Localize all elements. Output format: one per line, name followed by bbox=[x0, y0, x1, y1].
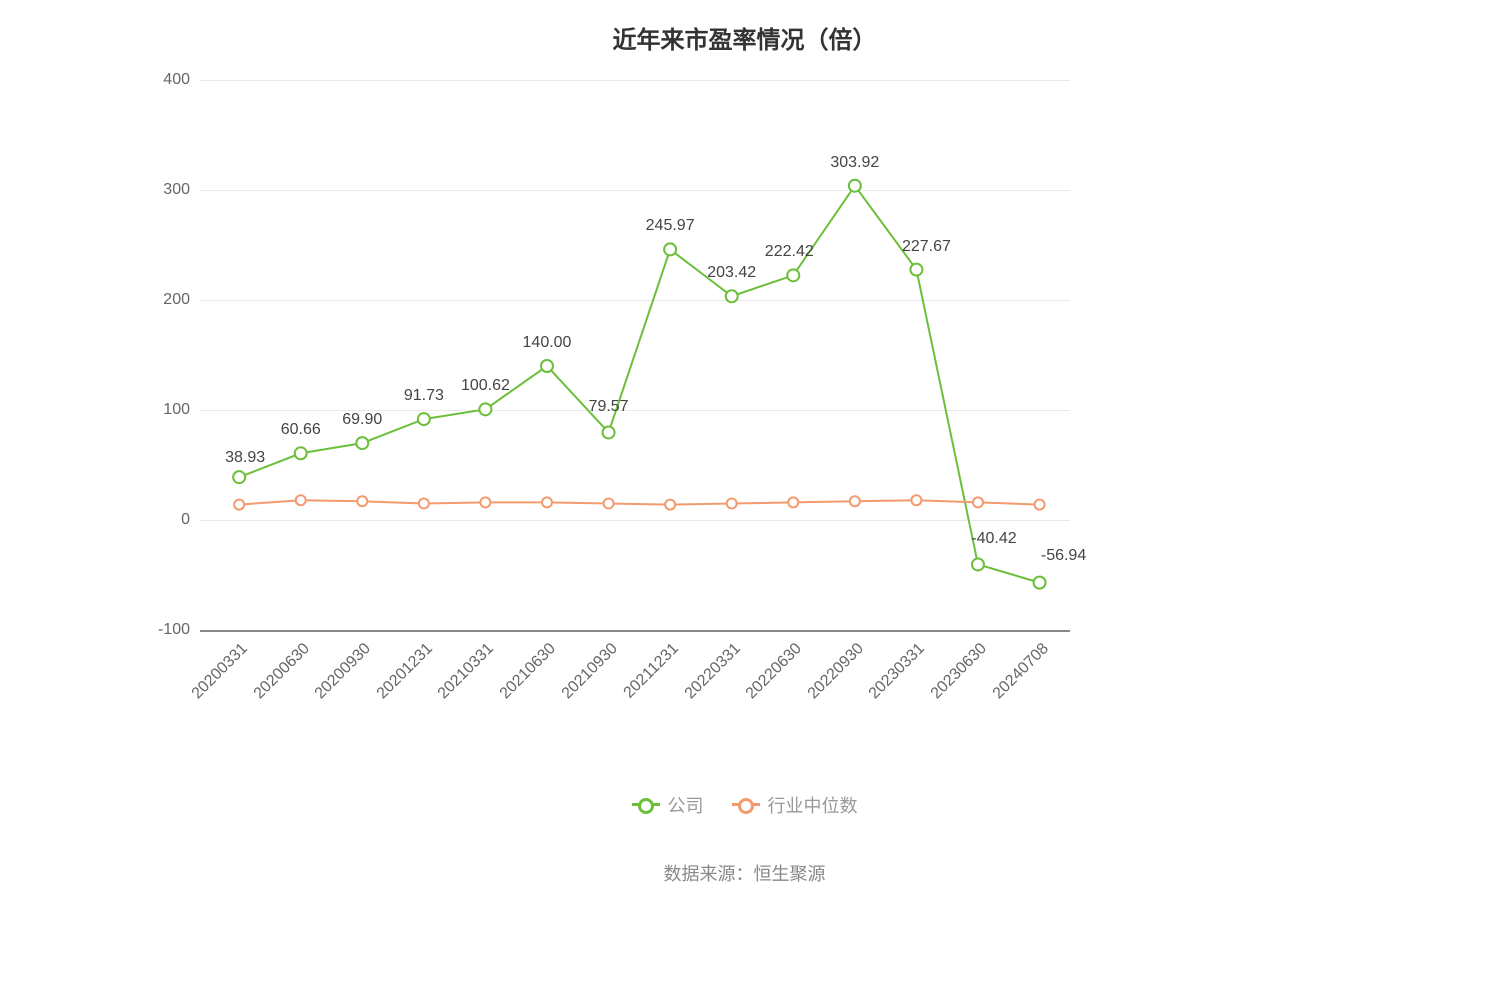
data-label: 227.67 bbox=[902, 238, 951, 256]
series-marker bbox=[787, 269, 799, 281]
series-marker bbox=[973, 497, 983, 507]
x-tick-label: 20200331 bbox=[189, 640, 252, 703]
series-marker bbox=[542, 497, 552, 507]
series-marker bbox=[850, 496, 860, 506]
series-marker bbox=[295, 447, 307, 459]
legend-swatch-icon bbox=[632, 803, 660, 806]
data-label: -56.94 bbox=[1041, 547, 1086, 565]
y-tick-label: -100 bbox=[140, 621, 190, 639]
series-marker bbox=[664, 243, 676, 255]
series-marker bbox=[480, 497, 490, 507]
data-label: 140.00 bbox=[523, 334, 572, 352]
chart-title: 近年来市盈率情况（倍） bbox=[0, 0, 1489, 55]
y-tick-label: 300 bbox=[140, 181, 190, 199]
data-label: 38.93 bbox=[225, 449, 265, 467]
series-marker bbox=[1035, 500, 1045, 510]
legend-label: 公司 bbox=[668, 792, 704, 818]
series-marker bbox=[296, 495, 306, 505]
data-label: 203.42 bbox=[707, 264, 756, 282]
series-marker bbox=[849, 180, 861, 192]
series-marker bbox=[234, 500, 244, 510]
series-marker bbox=[603, 426, 615, 438]
series-marker bbox=[541, 360, 553, 372]
pe-ratio-chart: 近年来市盈率情况（倍） -1000100200300400 2020033120… bbox=[0, 0, 1489, 1006]
legend: 公司 行业中位数 bbox=[0, 790, 1489, 818]
lines-layer bbox=[200, 80, 1070, 630]
x-tick-label: 20220630 bbox=[743, 640, 806, 703]
series-marker bbox=[727, 499, 737, 509]
plot-area: -1000100200300400 2020033120200630202009… bbox=[200, 80, 1070, 630]
x-tick-label: 20201231 bbox=[374, 640, 437, 703]
data-label: 303.92 bbox=[830, 154, 879, 172]
legend-item[interactable]: 公司 bbox=[632, 792, 704, 818]
y-tick-label: 100 bbox=[140, 401, 190, 419]
legend-label: 行业中位数 bbox=[768, 792, 858, 818]
series-marker bbox=[726, 290, 738, 302]
legend-swatch-icon bbox=[732, 803, 760, 806]
x-tick-label: 20210331 bbox=[435, 640, 498, 703]
data-label: 91.73 bbox=[404, 387, 444, 405]
x-tick-label: 20210930 bbox=[558, 640, 621, 703]
y-tick-label: 0 bbox=[140, 511, 190, 529]
x-tick-label: 20220331 bbox=[681, 640, 744, 703]
data-label: 245.97 bbox=[646, 217, 695, 235]
data-label: 60.66 bbox=[281, 421, 321, 439]
series-marker bbox=[911, 495, 921, 505]
series-marker bbox=[972, 558, 984, 570]
series-marker bbox=[665, 500, 675, 510]
data-label: 79.57 bbox=[589, 398, 629, 416]
data-label: -40.42 bbox=[971, 530, 1016, 548]
x-tick-label: 20200630 bbox=[250, 640, 313, 703]
series-marker bbox=[479, 403, 491, 415]
series-marker bbox=[418, 413, 430, 425]
series-marker bbox=[604, 499, 614, 509]
y-tick-label: 200 bbox=[140, 291, 190, 309]
y-tick-label: 400 bbox=[140, 71, 190, 89]
series-marker bbox=[910, 264, 922, 276]
legend-item[interactable]: 行业中位数 bbox=[732, 792, 858, 818]
x-tick-label: 20230630 bbox=[928, 640, 991, 703]
x-tick-label: 20230331 bbox=[866, 640, 929, 703]
x-tick-label: 20210630 bbox=[497, 640, 560, 703]
series-marker bbox=[419, 499, 429, 509]
data-label: 222.42 bbox=[765, 243, 814, 261]
x-tick-label: 20220930 bbox=[804, 640, 867, 703]
x-tick-label: 20200930 bbox=[312, 640, 375, 703]
series-marker bbox=[788, 497, 798, 507]
data-source: 数据来源：恒生聚源 bbox=[0, 860, 1489, 886]
data-label: 100.62 bbox=[461, 377, 510, 395]
x-tick-label: 20240708 bbox=[989, 640, 1052, 703]
series-marker bbox=[1034, 577, 1046, 589]
series-marker bbox=[233, 471, 245, 483]
data-label: 69.90 bbox=[342, 411, 382, 429]
x-tick-label: 20211231 bbox=[621, 640, 683, 702]
series-marker bbox=[357, 496, 367, 506]
series-marker bbox=[356, 437, 368, 449]
